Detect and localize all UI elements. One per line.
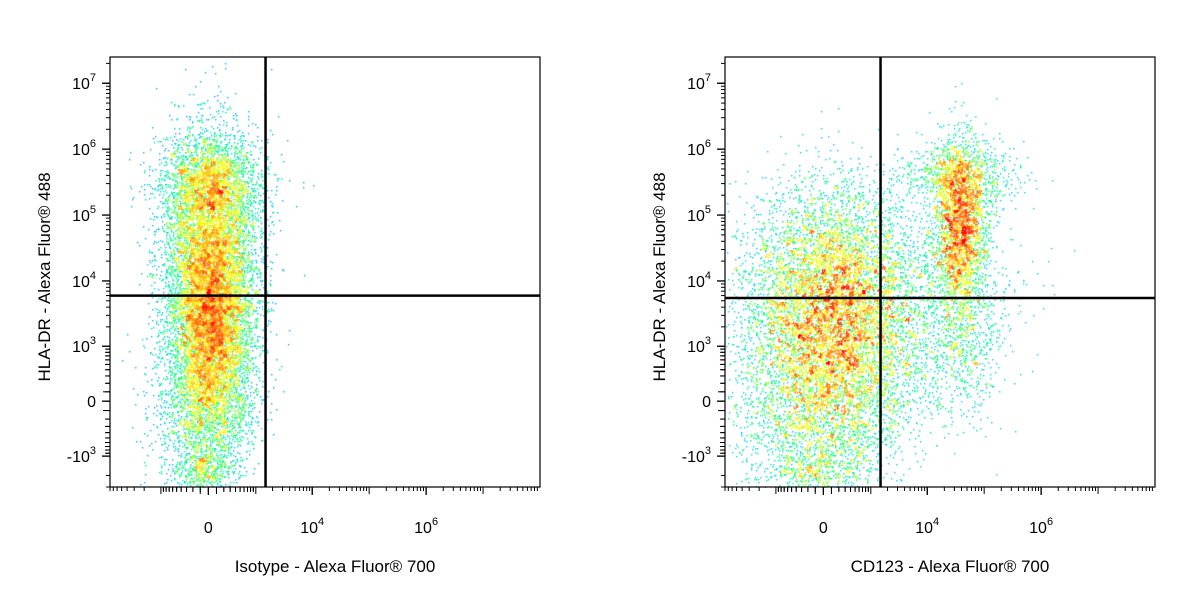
y-tick-label: 106 xyxy=(687,138,711,159)
y-tick-label: 104 xyxy=(687,270,711,291)
plot-frame xyxy=(109,56,541,488)
plot-frame xyxy=(724,56,1156,488)
y-axis-title: HLA-DR - Alexa Fluor® 488 xyxy=(650,172,669,381)
x-axis-title: CD123 - Alexa Fluor® 700 xyxy=(851,557,1050,576)
y-tick-label: 0 xyxy=(87,394,96,411)
y-tick-label: 103 xyxy=(687,335,711,356)
x-tick-label: 106 xyxy=(414,516,438,537)
x-minor-ticks xyxy=(109,487,538,494)
x-tick-label: 104 xyxy=(300,516,324,537)
density-dots xyxy=(110,57,541,488)
y-tick-label: 107 xyxy=(72,72,96,93)
y-minor-ticks xyxy=(718,62,725,488)
y-tick-label: 104 xyxy=(72,270,96,291)
x-tick-label: 0 xyxy=(204,520,213,537)
density-dots xyxy=(725,57,1156,488)
y-axis-title: HLA-DR - Alexa Fluor® 488 xyxy=(35,172,54,381)
x-tick-label: 0 xyxy=(819,520,828,537)
y-tick-label: 105 xyxy=(687,204,711,225)
y-tick-label: 0 xyxy=(702,394,711,411)
x-tick-label: 104 xyxy=(915,516,939,537)
y-tick-label: 107 xyxy=(687,72,711,93)
y-tick-label: -103 xyxy=(67,445,96,466)
y-minor-ticks xyxy=(103,62,110,488)
y-tick-label: 106 xyxy=(72,138,96,159)
x-tick-label: 106 xyxy=(1029,516,1053,537)
flow-plot-isotype: 0 104 106 -103 0 103 104 105 106 107 Isotype - Ale… xyxy=(35,56,541,576)
x-axis-title: Isotype - Alexa Fluor® 700 xyxy=(235,557,436,576)
x-minor-ticks xyxy=(724,487,1153,494)
y-tick-label: -103 xyxy=(682,445,711,466)
flow-plot-cd123: 0 104 106 -103 0 103 104 105 106 107 CD123 - Alexa… xyxy=(615,0,1200,600)
cd123-scatter-svg: 0 104 106 -103 0 103 104 105 106 107 CD123 - Alexa… xyxy=(650,56,1156,576)
y-tick-label: 105 xyxy=(72,204,96,225)
isotype-scatter-svg: 0 104 106 -103 0 103 104 105 106 107 Isotype - Ale… xyxy=(35,56,541,576)
y-tick-label: 103 xyxy=(72,335,96,356)
